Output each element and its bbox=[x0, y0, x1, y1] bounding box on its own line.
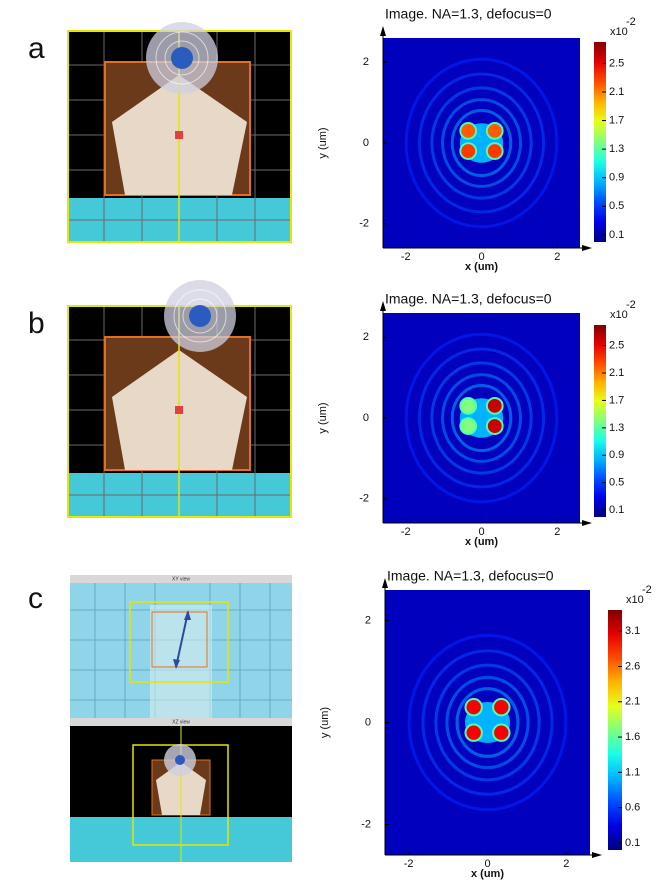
colorbar-tick-label: 3.1 bbox=[625, 625, 640, 637]
colorbar-tick-label: 2.5 bbox=[609, 57, 624, 69]
chart-title: Image. NA=1.3, defocus=0 bbox=[387, 568, 554, 584]
colorbar-tick-label: 0.5 bbox=[609, 477, 624, 489]
colorbar bbox=[594, 325, 606, 517]
ring bbox=[434, 663, 541, 782]
panel-label: b bbox=[28, 307, 45, 340]
x-tick-label: 2 bbox=[563, 858, 569, 870]
colorbar-tick-label: 1.7 bbox=[609, 394, 624, 406]
peak bbox=[492, 697, 511, 717]
arrow bbox=[380, 26, 386, 36]
ring bbox=[417, 72, 546, 214]
window-title: XY view bbox=[172, 576, 190, 582]
x-axis-label: x (um) bbox=[471, 868, 504, 880]
x-tick-label: 0 bbox=[484, 858, 490, 870]
window-title: XZ view bbox=[172, 719, 190, 725]
colorbar-label: x10 bbox=[610, 26, 628, 38]
peak bbox=[485, 397, 504, 415]
colorbar-tick-label: 1.1 bbox=[625, 766, 640, 778]
x-axis-label: x (um) bbox=[465, 261, 498, 273]
ring bbox=[441, 98, 522, 188]
panel-label: a bbox=[28, 32, 45, 65]
y-tick-label: 0 bbox=[363, 137, 369, 149]
arrow bbox=[592, 852, 602, 858]
colorbar-tick-label: 1.3 bbox=[609, 422, 624, 434]
colorbar-tick-label: 2.1 bbox=[625, 696, 640, 708]
colorbar-tick-label: 0.9 bbox=[609, 172, 624, 184]
panel-label: c bbox=[28, 582, 43, 615]
schematic-a bbox=[66, 21, 293, 244]
x-tick-label: -2 bbox=[401, 526, 411, 538]
colorbar-tick-label: 2.5 bbox=[609, 339, 624, 351]
ring bbox=[430, 361, 533, 475]
ring bbox=[421, 649, 554, 796]
colorbar-tick-label: 0.1 bbox=[625, 837, 640, 849]
chart-title: Image. NA=1.3, defocus=0 bbox=[385, 291, 552, 307]
colorbar bbox=[594, 42, 606, 242]
chart-title: Image. NA=1.3, defocus=0 bbox=[385, 6, 552, 22]
x-axis-label: x (um) bbox=[465, 536, 498, 548]
peak bbox=[485, 417, 504, 435]
ring bbox=[450, 109, 513, 177]
colorbar-tick-label: 0.1 bbox=[609, 504, 624, 516]
colorbar-tick-label: 0.9 bbox=[609, 449, 624, 461]
ring bbox=[417, 347, 546, 489]
x-tick-label: 2 bbox=[554, 251, 560, 263]
y-axis-label: y (um) bbox=[319, 707, 331, 738]
y-tick-label: 0 bbox=[363, 412, 369, 424]
x-tick-label: 0 bbox=[478, 251, 484, 263]
colorbar-tick-label: 1.6 bbox=[625, 731, 640, 743]
y-tick-label: -2 bbox=[361, 818, 371, 830]
arrow bbox=[582, 520, 592, 526]
ring bbox=[404, 57, 559, 229]
schematic-c: XY view XZ view bbox=[70, 575, 292, 862]
peak bbox=[485, 122, 504, 140]
y-tick-label: -2 bbox=[359, 493, 369, 505]
colorbar-exponent: -2 bbox=[626, 299, 636, 311]
ring bbox=[455, 687, 520, 758]
x-tick-label: 0 bbox=[478, 526, 484, 538]
peak bbox=[459, 397, 478, 415]
ring bbox=[404, 332, 559, 504]
ring bbox=[430, 86, 533, 200]
arrow bbox=[582, 245, 592, 251]
colorbar-tick-label: 2.6 bbox=[625, 660, 640, 672]
colorbar-exponent: -2 bbox=[626, 16, 636, 28]
arrow bbox=[380, 301, 386, 311]
colorbar-exponent: -2 bbox=[642, 584, 652, 596]
peak bbox=[492, 723, 511, 742]
ring bbox=[450, 384, 513, 452]
y-tick-label: 2 bbox=[363, 331, 369, 343]
arrow bbox=[382, 578, 388, 588]
ring bbox=[445, 675, 530, 770]
peak bbox=[464, 723, 483, 742]
peak bbox=[459, 417, 478, 435]
ring bbox=[441, 373, 522, 463]
peak bbox=[459, 142, 478, 160]
colorbar-tick-label: 2.1 bbox=[609, 367, 624, 379]
colorbar-tick-label: 1.3 bbox=[609, 143, 624, 155]
y-axis-label: y (um) bbox=[317, 402, 329, 433]
colorbar-label: x10 bbox=[610, 309, 628, 321]
y-tick-label: 2 bbox=[365, 614, 371, 626]
ring bbox=[407, 633, 568, 812]
x-tick-label: -2 bbox=[404, 858, 414, 870]
y-tick-label: 0 bbox=[365, 716, 371, 728]
y-axis-label: y (um) bbox=[317, 127, 329, 158]
y-tick-label: 2 bbox=[363, 56, 369, 68]
colorbar-tick-label: 0.1 bbox=[609, 229, 624, 241]
y-tick-label: -2 bbox=[359, 218, 369, 230]
x-tick-label: -2 bbox=[401, 251, 411, 263]
colorbar-tick-label: 1.7 bbox=[609, 114, 624, 126]
peak bbox=[459, 122, 478, 140]
peak bbox=[464, 697, 483, 717]
colorbar-tick-label: 2.1 bbox=[609, 86, 624, 98]
colorbar bbox=[608, 610, 622, 850]
colorbar-tick-label: 0.6 bbox=[625, 802, 640, 814]
colorbar-label: x10 bbox=[626, 594, 644, 606]
schematic-b bbox=[66, 279, 293, 519]
x-tick-label: 2 bbox=[554, 526, 560, 538]
colorbar-tick-label: 0.5 bbox=[609, 200, 624, 212]
peak bbox=[485, 142, 504, 160]
